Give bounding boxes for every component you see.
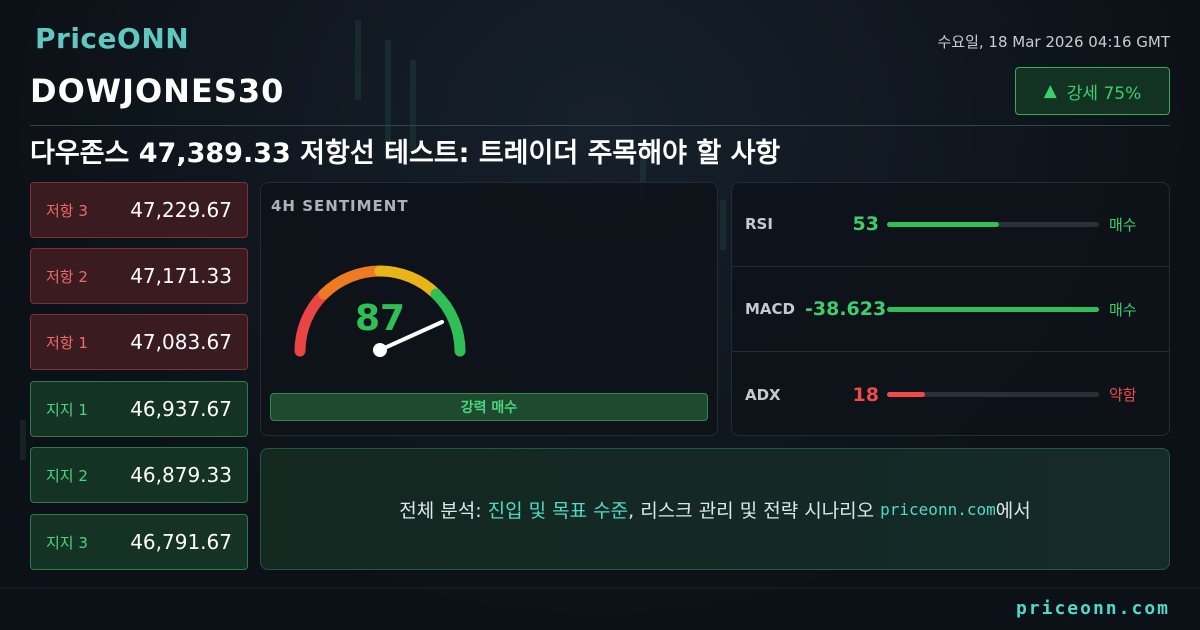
- cta-suffix: 에서: [995, 499, 1031, 522]
- indicator-name: RSI: [745, 215, 773, 233]
- cta-prefix: 전체 분석:: [399, 499, 482, 522]
- headline: 다우존스 47,389.33 저항선 테스트: 트레이더 주목해야 할 사항: [30, 138, 781, 169]
- trend-badge: ▲ 강세 75%: [1015, 67, 1170, 115]
- level-box: 저항 2 47,171.33: [30, 248, 248, 304]
- footer-site: priceonn.com: [1015, 598, 1170, 619]
- indicator-row: RSI 53 매수: [731, 182, 1170, 267]
- level-label: 지지 2: [46, 466, 88, 485]
- indicator-signal: 매수: [1109, 300, 1137, 319]
- level-value: 47,171.33: [130, 264, 232, 288]
- level-box: 저항 1 47,083.67: [30, 314, 248, 370]
- signal-button: 강력 매수: [270, 393, 708, 421]
- level-label: 지지 1: [46, 400, 88, 419]
- indicator-value: 53: [852, 213, 879, 235]
- indicator-name: MACD: [745, 300, 795, 318]
- cta-highlight: 진입 및 목표 수준: [487, 499, 629, 522]
- level-value: 47,229.67: [130, 198, 232, 222]
- level-label: 저항 3: [46, 201, 88, 220]
- datetime: 수요일, 18 Mar 2026 04:16 GMT: [937, 33, 1170, 51]
- badge-text: 강세 75%: [1066, 83, 1142, 104]
- indicator-value: 18: [852, 383, 879, 406]
- indicator-row: ADX 18 약함: [731, 352, 1170, 437]
- level-box: 저항 3 47,229.67: [30, 182, 248, 238]
- cta-site: priceonn.com: [880, 499, 996, 519]
- sentiment-title: 4H SENTIMENT: [271, 197, 409, 215]
- indicator-name: ADX: [745, 385, 781, 404]
- level-value: 46,791.67: [130, 530, 232, 554]
- divider: [30, 125, 1170, 126]
- level-label: 저항 1: [46, 333, 88, 352]
- cta-middle: , 리스크 관리 및 전략 시나리오: [628, 499, 875, 522]
- indicator-signal: 매수: [1109, 215, 1137, 234]
- level-value: 46,879.33: [130, 463, 232, 487]
- gauge: 87: [294, 265, 466, 357]
- indicator-signal: 약함: [1109, 386, 1137, 404]
- level-value: 46,937.67: [130, 397, 232, 421]
- cta-panel: 전체 분석: 진입 및 목표 수준, 리스크 관리 및 전략 시나리오 priceo…: [260, 448, 1170, 570]
- indicator-row: MACD -38.623 매수: [731, 267, 1170, 352]
- level-box: 지지 1 46,937.67: [30, 381, 248, 437]
- indicator-value: -38.623: [805, 298, 887, 320]
- level-label: 저항 2: [46, 267, 88, 286]
- logo: PriceONN: [35, 22, 190, 55]
- level-box: 지지 2 46,879.33: [30, 447, 248, 503]
- level-label: 지지 3: [46, 533, 88, 552]
- level-box: 지지 3 46,791.67: [30, 514, 248, 570]
- gauge-score: 87: [355, 298, 405, 339]
- symbol: DOWJONES30: [30, 72, 285, 110]
- level-value: 47,083.67: [130, 330, 232, 354]
